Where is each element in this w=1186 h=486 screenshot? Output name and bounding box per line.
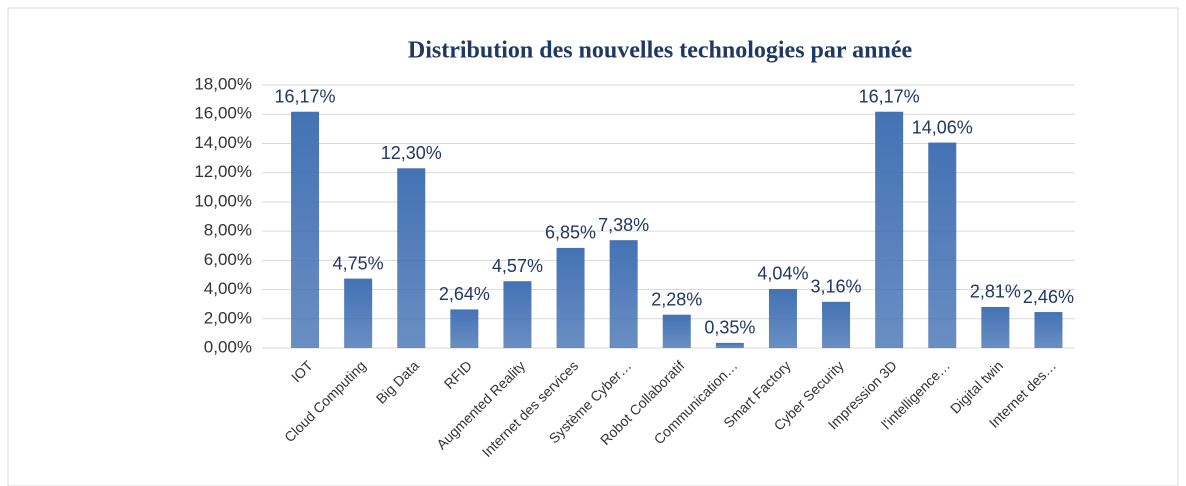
bar [662,314,691,348]
bar [1034,312,1063,348]
value-label: 4,75% [333,253,384,273]
y-tick-label: 6,00% [204,250,252,269]
y-tick-label: 14,00% [194,133,252,152]
y-tick-label: 18,00% [194,74,252,93]
y-tick-label: 12,00% [194,162,252,181]
value-label: 2,46% [1023,287,1074,307]
value-label: 14,06% [912,117,973,137]
value-label: 16,17% [275,86,336,106]
y-tick-label: 16,00% [194,104,252,123]
value-label: 4,57% [492,256,543,276]
bar [768,288,797,348]
y-tick-label: 0,00% [204,337,252,356]
bar [928,142,957,348]
bar [609,240,638,348]
bar [822,301,851,348]
chart-frame [7,7,1179,486]
bar [875,111,904,348]
value-label: 0,35% [704,318,755,338]
bar [450,309,479,348]
y-tick-label: 8,00% [204,221,252,240]
value-label: 16,17% [859,86,920,106]
bar [291,111,320,348]
bar [344,278,373,348]
value-label: 3,16% [811,277,862,297]
bar [503,281,532,348]
value-label: 7,38% [598,215,649,235]
value-label: 6,85% [545,223,596,243]
value-label: 2,81% [970,282,1021,302]
value-label: 4,04% [757,264,808,284]
y-tick-label: 4,00% [204,279,252,298]
value-label: 2,64% [439,284,490,304]
bar [397,168,426,348]
value-label: 2,28% [651,289,702,309]
bar [556,247,585,348]
bar [715,342,744,348]
y-tick-label: 10,00% [194,191,252,210]
bar [981,306,1010,348]
chart-title: Distribution des nouvelles technologies … [408,38,913,64]
y-tick-label: 2,00% [204,308,252,327]
value-label: 12,30% [381,143,442,163]
